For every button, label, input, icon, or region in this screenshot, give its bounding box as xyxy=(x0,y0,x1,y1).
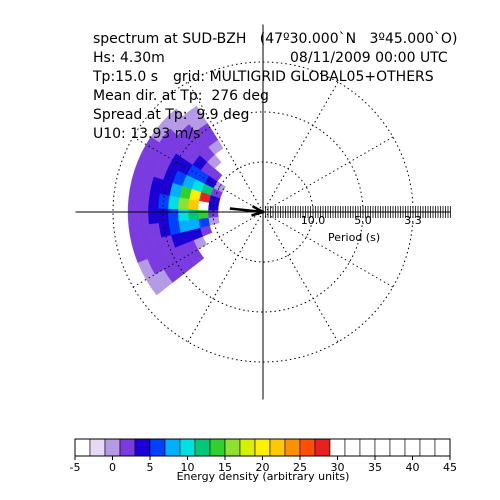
colorbar-bin xyxy=(269,438,286,457)
colorbar-bin xyxy=(329,438,346,457)
colorbar-bin xyxy=(434,438,451,457)
significant-wave-height: Hs: 4.30m xyxy=(93,50,165,66)
colorbar-bin xyxy=(224,438,241,457)
radial-tick-label: 10.0 xyxy=(301,214,326,227)
spectrum-cell xyxy=(162,108,183,129)
colorbar-tick-label: 25 xyxy=(293,461,307,474)
radial-tick-label: 5.0 xyxy=(354,214,372,227)
colorbar-tick-label: 45 xyxy=(443,461,457,474)
spectrum-cell xyxy=(187,209,199,221)
colorbar-bin xyxy=(254,438,271,457)
colorbar-bin xyxy=(344,438,361,457)
colorbar: -5 0 5 10 15 20 25 30 35 40 45 xyxy=(70,438,457,474)
wind-speed: U10: 13.93 m/s xyxy=(93,126,201,142)
colorbar-bin xyxy=(119,438,136,457)
spectrum-cell xyxy=(208,216,220,226)
colorbar-bin xyxy=(299,438,316,457)
colorbar-tick-label: 0 xyxy=(109,461,116,474)
spectrum-cell xyxy=(167,195,180,210)
spectrum-cell xyxy=(177,197,190,210)
colorbar-bin xyxy=(419,438,436,457)
spectrum-cell xyxy=(147,191,160,209)
mean-direction: Mean dir. at Tp: 276 deg xyxy=(93,88,269,104)
colorbar-bin xyxy=(239,438,256,457)
radial-axis-label: Period (s) xyxy=(328,231,380,244)
direction-spoke xyxy=(262,211,394,288)
radial-tick-label: 3.3 xyxy=(404,214,422,227)
colorbar-bin xyxy=(314,438,331,457)
colorbar-bin xyxy=(74,438,91,457)
colorbar-tick-label: -5 xyxy=(70,461,81,474)
colorbar-bin xyxy=(104,438,121,457)
spectrum-cell xyxy=(177,208,189,222)
colorbar-bin xyxy=(164,438,181,457)
colorbar-bin xyxy=(194,438,211,457)
spectrum-cell xyxy=(137,207,149,226)
colorbar-tick-label: 10 xyxy=(181,461,195,474)
spectrum-cell xyxy=(147,207,159,225)
colorbar-bin xyxy=(359,438,376,457)
directional-spread: Spread at Tp: 9.9 deg xyxy=(93,107,250,123)
colorbar-bin xyxy=(284,438,301,457)
colorbar-tick-label: 30 xyxy=(331,461,345,474)
spectrum-cell xyxy=(127,207,139,227)
peak-period: Tp:15.0 s xyxy=(93,69,159,85)
spectrum-cell xyxy=(197,209,209,220)
spectrum-cell xyxy=(167,208,179,223)
direction-spoke xyxy=(262,136,394,213)
colorbar-bin xyxy=(389,438,406,457)
grid-name: grid: MULTIGRID GLOBAL05+OTHERS xyxy=(173,69,434,85)
colorbar-tick-label: 20 xyxy=(256,461,270,474)
spectrum-cell xyxy=(182,105,203,125)
direction-spoke xyxy=(262,81,339,213)
station-title: spectrum at SUD-BZH (47º30.000`N 3º45.00… xyxy=(93,31,458,47)
colorbar-bin xyxy=(149,438,166,457)
colorbar-bin xyxy=(179,438,196,457)
colorbar-tick-label: 5 xyxy=(147,461,154,474)
colorbar-tick-label: 40 xyxy=(406,461,420,474)
colorbar-tick-label: 35 xyxy=(368,461,382,474)
colorbar-tick-label: 15 xyxy=(218,461,232,474)
direction-spoke xyxy=(262,211,339,343)
mean-direction-arrow xyxy=(229,205,264,217)
colorbar-bin xyxy=(374,438,391,457)
colorbar-bin xyxy=(209,438,226,457)
arrow-head xyxy=(251,205,264,217)
colorbar-label: Energy density (arbitrary units) xyxy=(177,470,350,483)
arrow-shaft xyxy=(229,207,264,214)
spectrum-cell xyxy=(137,190,150,209)
colorbar-bin xyxy=(404,438,421,457)
colorbar-bin xyxy=(89,438,106,457)
colorbar-bin xyxy=(134,438,151,457)
timestamp: 08/11/2009 00:00 UTC xyxy=(290,50,448,66)
spectrum-cell xyxy=(127,188,141,208)
